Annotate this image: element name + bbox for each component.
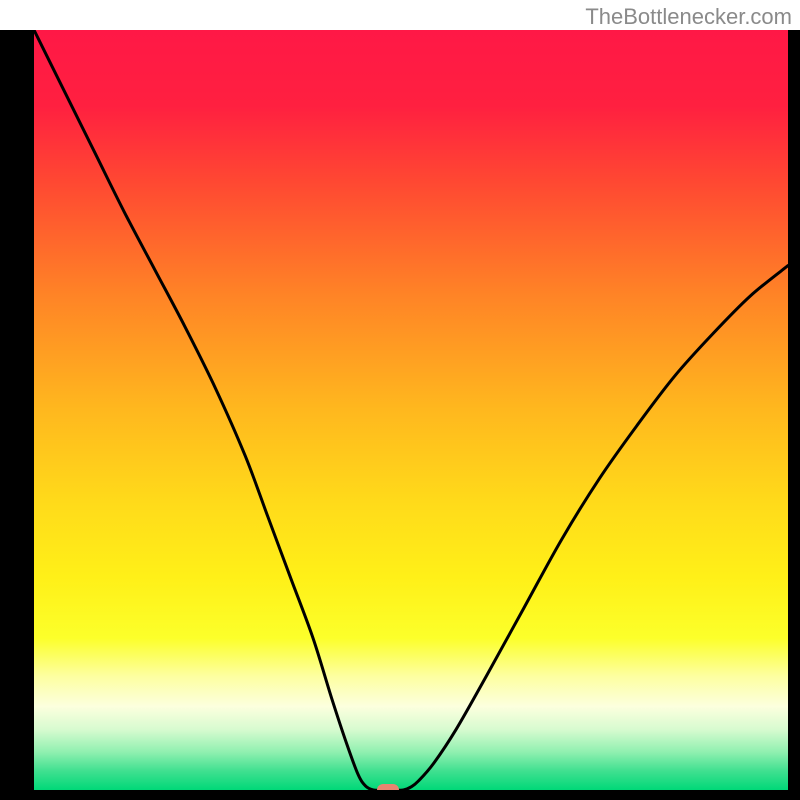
plot-area — [34, 30, 788, 790]
frame-right — [788, 30, 800, 800]
frame-bottom — [0, 790, 800, 800]
frame-left — [0, 30, 34, 800]
attribution-label: TheBottlenecker.com — [585, 4, 792, 29]
attribution-text: TheBottlenecker.com — [585, 4, 792, 30]
bottleneck-curve — [34, 30, 788, 790]
chart-container: TheBottlenecker.com — [0, 0, 800, 800]
